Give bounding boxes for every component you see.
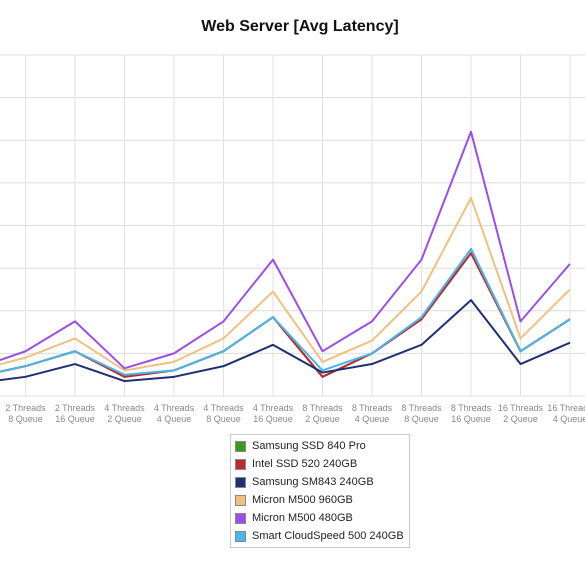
series-line xyxy=(0,130,571,370)
legend-swatch xyxy=(235,530,246,542)
series-line xyxy=(0,196,571,372)
x-tick-label: 8 Threads 16 Queue xyxy=(451,403,492,424)
legend-label: Micron M500 480GB xyxy=(252,512,353,524)
legend-swatch xyxy=(235,512,246,524)
x-tick-label: 4 Threads 2 Queue xyxy=(104,403,145,424)
legend-label: Smart CloudSpeed 500 240GB xyxy=(252,530,404,542)
series-line xyxy=(0,299,571,383)
legend-label: Samsung SSD 840 Pro xyxy=(252,440,366,452)
x-tick-label: 16 Threads 2 Queue xyxy=(498,403,544,424)
x-tick-label: 8 Threads 2 Queue xyxy=(302,403,343,424)
series-line xyxy=(0,252,571,378)
chart-title: Web Server [Avg Latency] xyxy=(201,18,399,35)
series-lines xyxy=(0,130,571,383)
gridlines xyxy=(0,54,585,397)
legend-swatch xyxy=(235,440,246,452)
x-tick-label: 4 Threads 4 Queue xyxy=(154,403,195,424)
x-tick-label: 2 Threads 16 Queue xyxy=(55,403,96,424)
series-line xyxy=(0,247,571,376)
legend-item: Samsung SSD 840 Pro xyxy=(231,437,409,455)
legend-item: Samsung SM843 240GB xyxy=(231,473,409,491)
x-tick-label: 4 Threads 8 Queue xyxy=(203,403,244,424)
legend-item: Smart CloudSpeed 500 240GB xyxy=(231,527,409,545)
legend-label: Micron M500 960GB xyxy=(252,494,353,506)
x-tick-label: 2 Threads 8 Queue xyxy=(5,403,46,424)
legend-swatch xyxy=(235,458,246,470)
legend-label: Intel SSD 520 240GB xyxy=(252,458,358,470)
legend-label: Samsung SM843 240GB xyxy=(252,476,374,488)
legend-swatch xyxy=(235,476,246,488)
legend-item: Micron M500 960GB xyxy=(231,491,409,509)
legend-swatch xyxy=(235,494,246,506)
legend-item: Intel SSD 520 240GB xyxy=(231,455,409,473)
x-tick-label: 8 Threads 8 Queue xyxy=(401,403,442,424)
legend: Samsung SSD 840 Pro Intel SSD 520 240GB Sa… xyxy=(230,434,410,548)
x-tick-label: 4 Threads 16 Queue xyxy=(253,403,294,424)
legend-item: Micron M500 480GB xyxy=(231,509,409,527)
x-tick-label: 8 Threads 4 Queue xyxy=(352,403,393,424)
